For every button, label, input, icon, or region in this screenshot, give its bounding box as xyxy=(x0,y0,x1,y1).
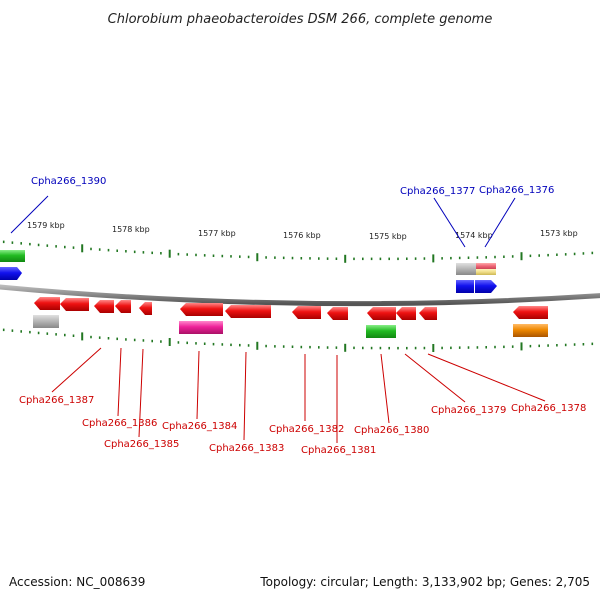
gene-feature[interactable] xyxy=(513,306,548,319)
gene-feature[interactable] xyxy=(0,267,22,280)
gene-feature[interactable] xyxy=(139,302,152,315)
gene-feature[interactable] xyxy=(327,307,348,320)
gene-label[interactable]: Cpha266_1382 xyxy=(269,424,344,435)
scale-label: 1578 kbp xyxy=(112,225,150,234)
gene-feature[interactable] xyxy=(419,307,437,320)
gene-label[interactable]: Cpha266_1376 xyxy=(479,185,554,196)
gene-feature[interactable] xyxy=(456,280,474,293)
scale-label: 1576 kbp xyxy=(283,231,321,240)
gene-feature[interactable] xyxy=(513,324,548,337)
scale-label: 1579 kbp xyxy=(27,221,65,230)
gene-feature[interactable] xyxy=(476,263,496,269)
gene-label[interactable]: Cpha266_1379 xyxy=(431,405,506,416)
bottom-gene-labels: Cpha266_1387 Cpha266_1386 Cpha266_1385 C… xyxy=(19,395,586,456)
scale-labels: 1579 kbp 1578 kbp 1577 kbp 1576 kbp 1575… xyxy=(27,221,578,241)
gene-feature[interactable] xyxy=(456,263,476,275)
bottom-leader-lines xyxy=(51,347,546,443)
gene-label[interactable]: Cpha266_1387 xyxy=(19,395,94,406)
forward-strand-genes xyxy=(0,250,497,293)
genome-title: Chlorobium phaeobacteroides DSM 266, com… xyxy=(108,12,493,27)
reverse-strand-genes xyxy=(33,297,548,338)
gene-feature[interactable] xyxy=(475,280,497,293)
gene-feature[interactable] xyxy=(34,297,60,310)
scale-label: 1575 kbp xyxy=(369,232,407,241)
top-gene-labels: Cpha266_1390 Cpha266_1377 Cpha266_1376 xyxy=(31,176,554,197)
gene-label[interactable]: Cpha266_1384 xyxy=(162,421,237,432)
gene-label[interactable]: Cpha266_1381 xyxy=(301,445,376,456)
gene-label[interactable]: Cpha266_1385 xyxy=(104,439,179,450)
gene-feature[interactable] xyxy=(292,306,321,319)
genome-summary-text: Topology: circular; Length: 3,133,902 bp… xyxy=(260,575,590,589)
scale-label: 1573 kbp xyxy=(540,229,578,238)
gene-feature[interactable] xyxy=(33,315,59,328)
gene-label[interactable]: Cpha266_1377 xyxy=(400,186,475,197)
gene-feature[interactable] xyxy=(60,298,89,311)
gene-feature[interactable] xyxy=(366,325,396,338)
gene-feature[interactable] xyxy=(0,250,25,262)
scale-label: 1577 kbp xyxy=(198,229,236,238)
gene-label[interactable]: Cpha266_1386 xyxy=(82,418,157,429)
accession-text: Accession: NC_008639 xyxy=(9,575,146,589)
gene-label[interactable]: Cpha266_1380 xyxy=(354,425,429,436)
scale-ticks xyxy=(2,240,594,352)
gene-label[interactable]: Cpha266_1383 xyxy=(209,443,284,454)
gene-feature[interactable] xyxy=(367,307,396,320)
gene-feature[interactable] xyxy=(225,305,271,318)
top-leader-lines xyxy=(10,195,516,248)
gene-label[interactable]: Cpha266_1378 xyxy=(511,403,586,414)
gene-label[interactable]: Cpha266_1390 xyxy=(31,176,106,187)
genome-backbone xyxy=(0,284,600,307)
gene-feature[interactable] xyxy=(179,321,223,334)
gene-feature[interactable] xyxy=(94,300,114,313)
gene-feature[interactable] xyxy=(476,269,496,275)
gene-feature[interactable] xyxy=(115,300,131,313)
scale-label: 1574 kbp xyxy=(455,231,493,240)
gene-feature[interactable] xyxy=(396,307,416,320)
gene-feature[interactable] xyxy=(180,303,223,316)
